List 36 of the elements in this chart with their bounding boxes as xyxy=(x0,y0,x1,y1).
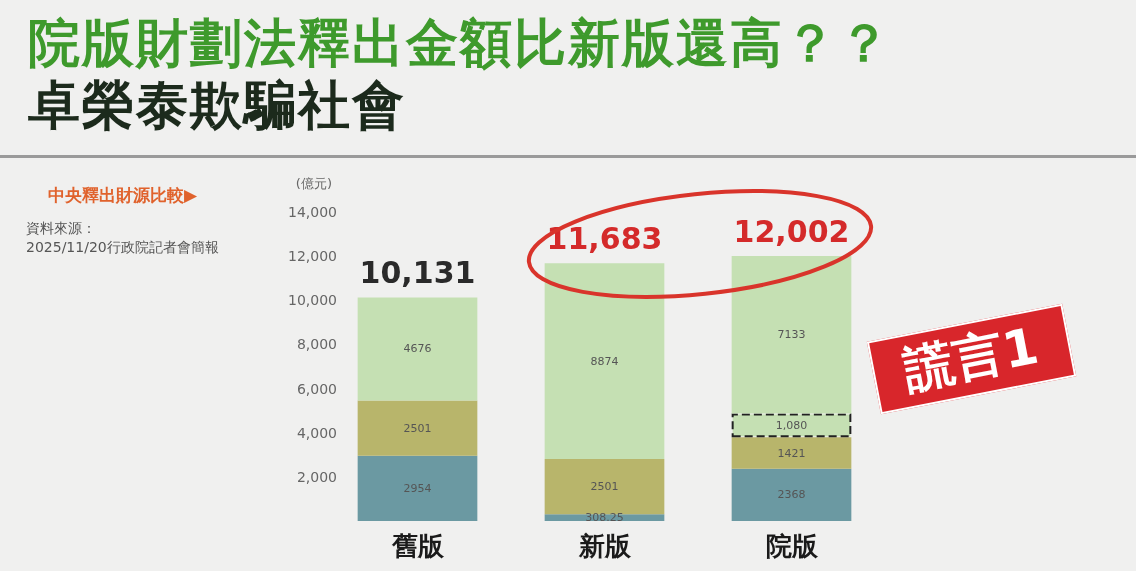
y-tick-label: 10,000 xyxy=(288,292,337,309)
chart-subtitle: 卓榮泰欺騙社會 xyxy=(28,75,406,136)
chart-title: 院版財劃法釋出金額比新版還高？？ xyxy=(28,13,892,74)
data-label: 7133 xyxy=(777,328,806,342)
data-label: 308.25 xyxy=(585,511,624,525)
data-label: 1421 xyxy=(777,446,806,460)
y-axis-title: (億元) xyxy=(295,176,332,191)
bar xyxy=(357,297,478,401)
y-tick-label: 2,000 xyxy=(296,468,337,485)
total-label: 12,002 xyxy=(733,213,850,249)
y-tick-label: 6,000 xyxy=(296,380,337,397)
source-note: 資料來源： xyxy=(26,220,96,237)
y-tick-label: 14,000 xyxy=(288,204,337,220)
text: 2025/11/20行政院記者會簡報 xyxy=(26,239,219,256)
data-label: 2501 xyxy=(403,421,432,435)
x-tick-label: 舊版 xyxy=(390,531,445,561)
x-tick-label: 院版 xyxy=(765,531,819,561)
data-label: 1,080 xyxy=(775,418,808,432)
data-label: 4676 xyxy=(403,342,432,356)
total-label: 11,683 xyxy=(546,220,663,256)
bar xyxy=(357,400,478,456)
text: 中央釋出財源比較▶ xyxy=(48,185,198,206)
x-tick-label: 新版 xyxy=(577,531,632,561)
total-label: 10,131 xyxy=(359,254,476,290)
data-label: 2501 xyxy=(590,480,619,494)
data-label: 2954 xyxy=(403,481,432,495)
text: 謊言1 xyxy=(866,303,1076,414)
bar xyxy=(357,455,478,521)
bar xyxy=(544,459,665,515)
y-tick-label: 4,000 xyxy=(296,424,337,441)
bar xyxy=(731,468,852,521)
data-label: 2368 xyxy=(777,488,806,502)
data-label: 8874 xyxy=(590,354,619,368)
bar xyxy=(731,437,852,469)
y-tick-label: 12,000 xyxy=(288,248,337,265)
y-tick-label: 8,000 xyxy=(296,336,337,353)
